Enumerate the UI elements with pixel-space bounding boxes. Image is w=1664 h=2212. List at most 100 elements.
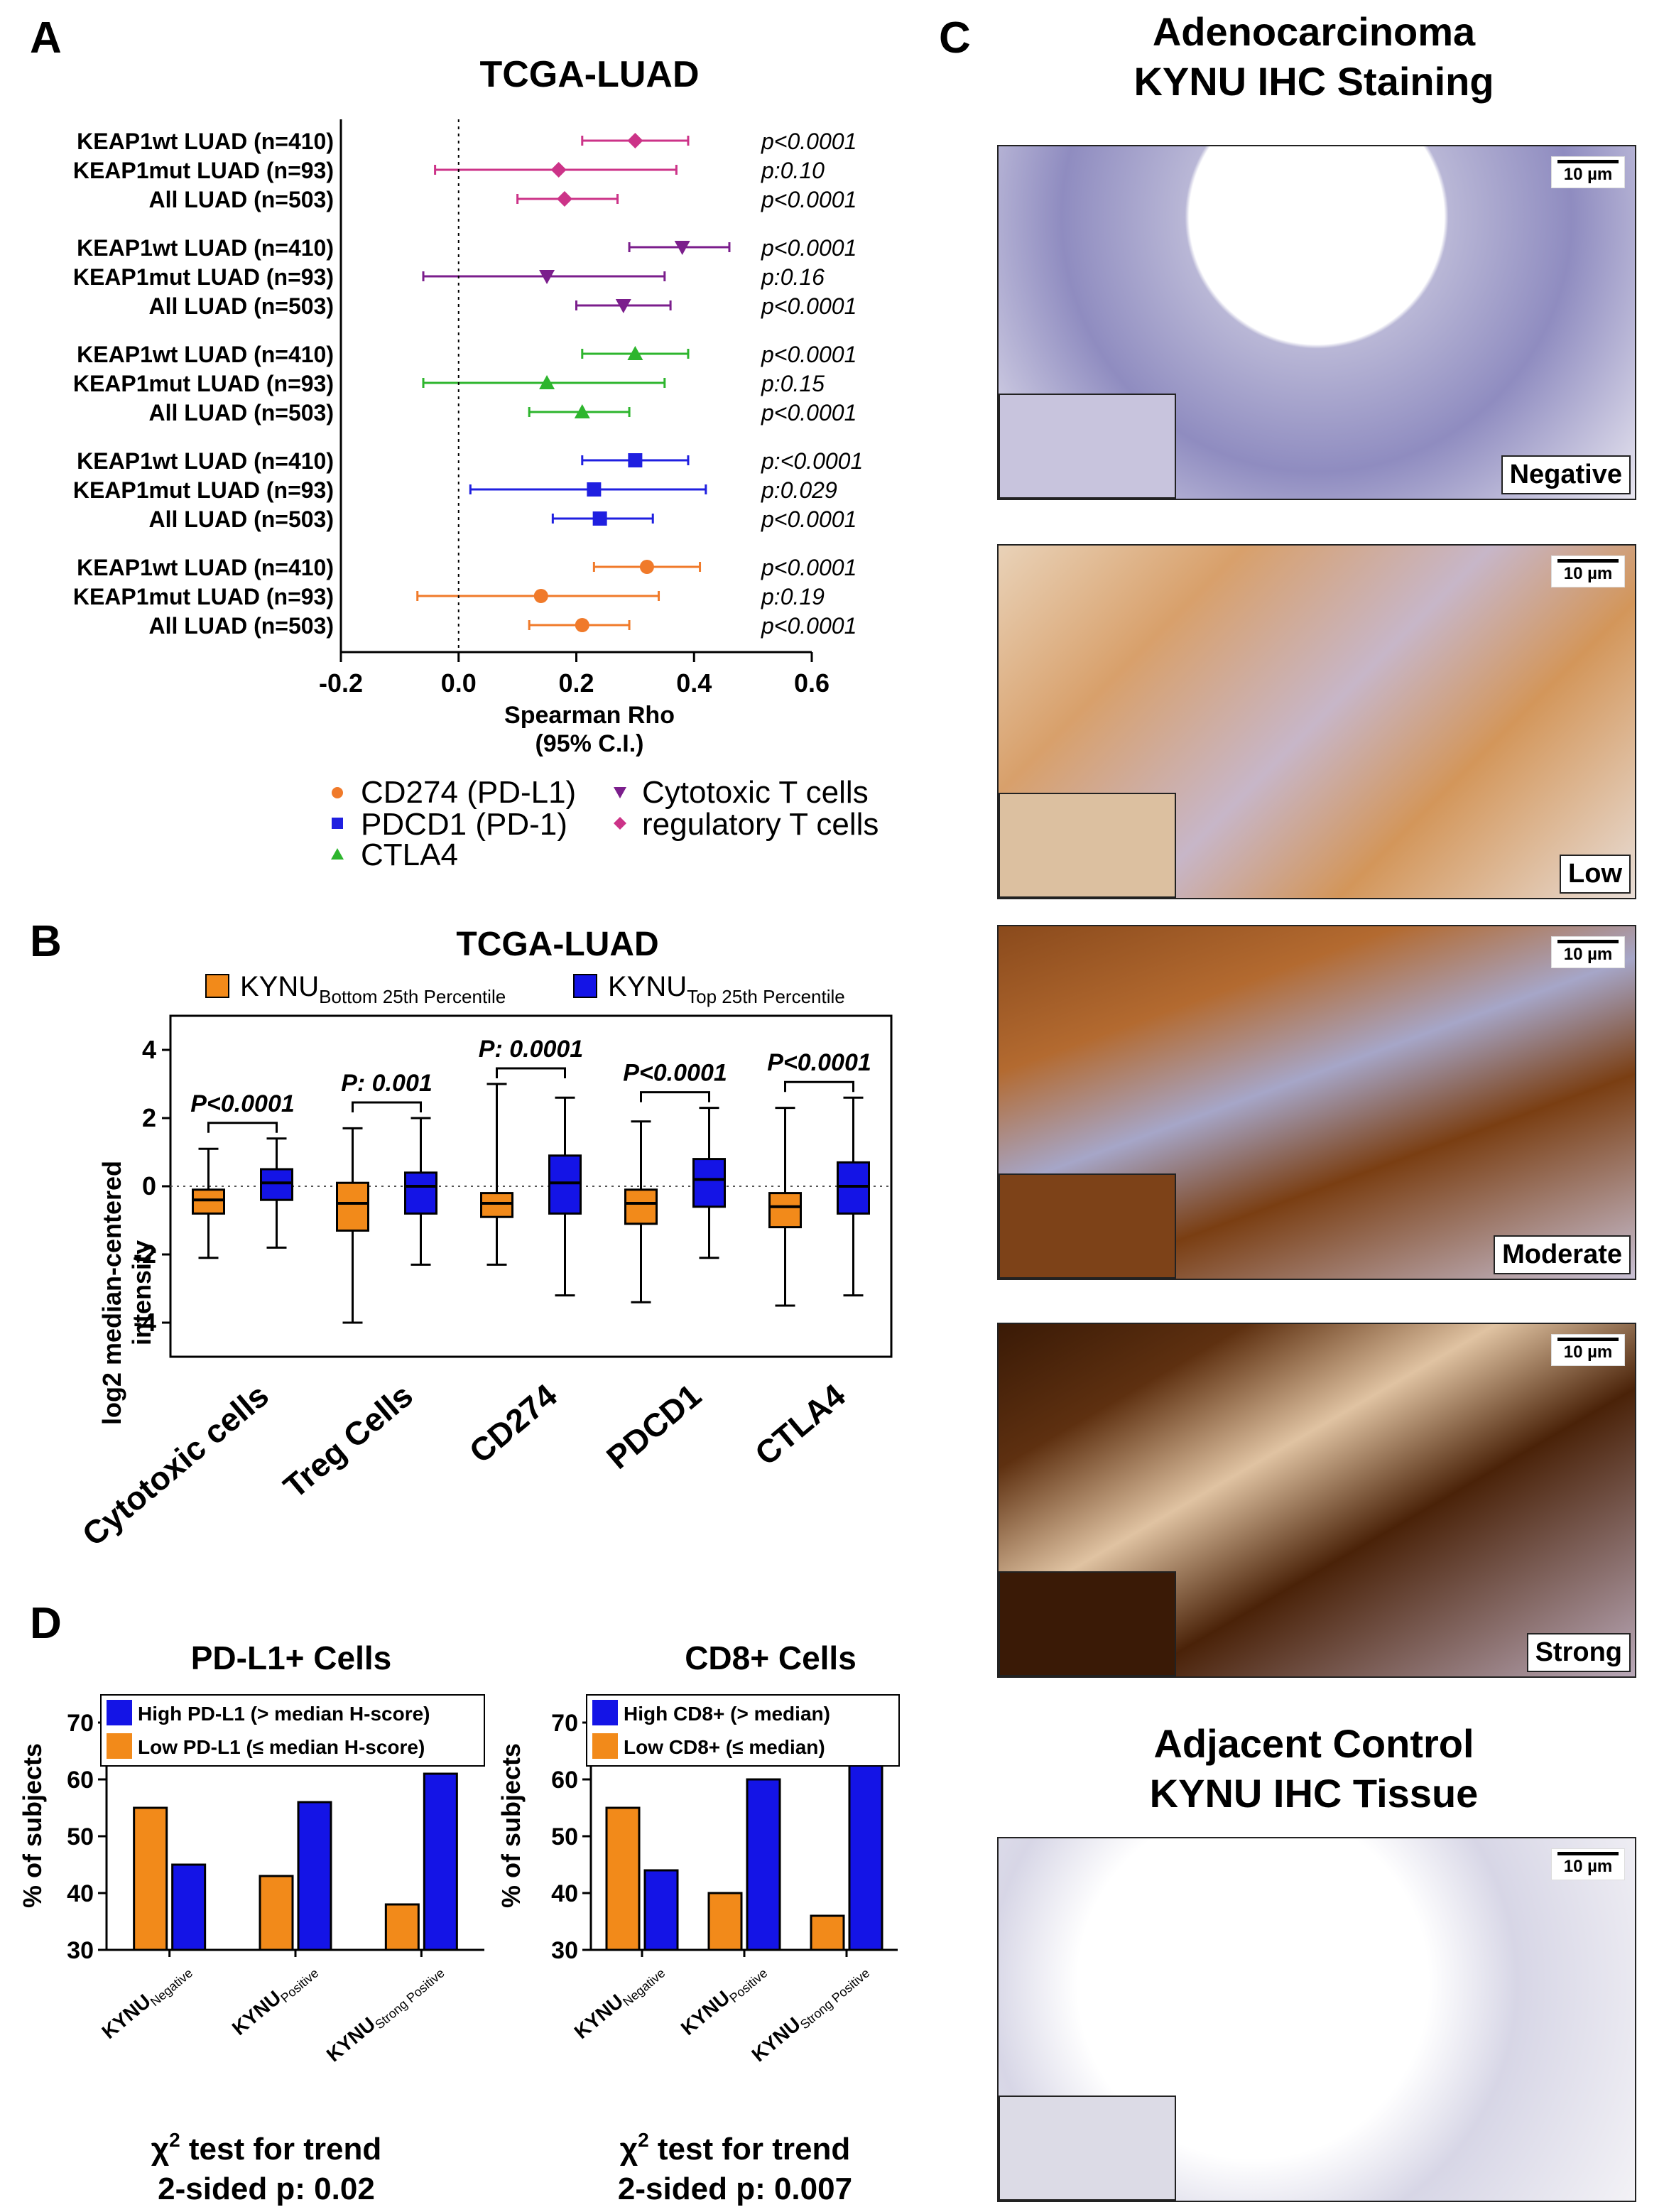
bar-category-label: KYNUNegative xyxy=(97,1958,195,2045)
ihc-label-moderate: Moderate xyxy=(1494,1235,1631,1274)
legend-treg: regulatory T cells xyxy=(642,807,879,842)
box-rect xyxy=(837,1161,870,1215)
bar-y-tick-label: 30 xyxy=(551,1937,578,1964)
forest-row-label: KEAP1wt LUAD (n=410) xyxy=(77,448,334,474)
forest-p-value: p<0.0001 xyxy=(761,342,857,367)
forest-p-value: p:0.029 xyxy=(761,477,837,503)
bar-right-ylabel: % of subjects xyxy=(496,1743,526,1908)
box-p-value: P<0.0001 xyxy=(767,1049,871,1076)
forest-point xyxy=(539,375,555,389)
box-y-tick-label: 0 xyxy=(142,1171,156,1200)
forest-row-label: KEAP1mut LUAD (n=93) xyxy=(73,371,334,396)
box-significance-bracket xyxy=(207,1122,278,1133)
forest-p-value: p:<0.0001 xyxy=(761,448,863,474)
bar-left-ylabel: % of subjects xyxy=(18,1743,47,1908)
ihc-inset xyxy=(999,394,1176,499)
bar-y-tick-label: 40 xyxy=(551,1880,578,1907)
bar-charts: PD-L1+ Cells CD8+ Cells % of subjects % … xyxy=(18,1639,900,2206)
legend-bottom-swatch xyxy=(205,974,229,998)
bar-rect xyxy=(605,1806,641,1951)
forest-p-value: p<0.0001 xyxy=(761,555,857,580)
forest-point xyxy=(550,162,567,178)
forest-point xyxy=(639,560,654,574)
bar-y-tick-label: 70 xyxy=(551,1710,578,1737)
scale-bar: 10 µm xyxy=(1551,1334,1625,1366)
forest-point xyxy=(615,299,631,313)
panel-letter-d: D xyxy=(30,1599,62,1648)
forest-row-label: KEAP1wt LUAD (n=410) xyxy=(77,129,334,154)
bar-y-tick-label: 60 xyxy=(551,1767,578,1794)
legend-top-label: KYNUTop 25th Percentile xyxy=(608,971,845,1007)
forest-p-value: p<0.0001 xyxy=(761,400,857,425)
box-rect xyxy=(624,1188,658,1225)
ihc-negative-image: 10 µm Negative xyxy=(997,145,1636,500)
forest-row-label: All LUAD (n=503) xyxy=(149,187,334,212)
box-y-tick-label: 4 xyxy=(142,1035,156,1064)
panel-letter-b: B xyxy=(30,917,62,966)
box-significance-bracket xyxy=(352,1101,422,1112)
box-rect xyxy=(404,1171,437,1215)
bar-y-tick-label: 50 xyxy=(551,1823,578,1850)
forest-x-tick-label: 0.4 xyxy=(676,668,712,698)
forest-row-label: KEAP1mut LUAD (n=93) xyxy=(73,264,334,290)
forest-p-value: p<0.0001 xyxy=(761,506,857,532)
bar-category-label: KYNUPositive xyxy=(677,1958,771,2042)
bar-rect xyxy=(259,1875,294,1951)
bar-right-legend-high-swatch xyxy=(592,1700,618,1725)
forest-point xyxy=(575,618,589,632)
bar-y-tick-label: 50 xyxy=(67,1823,94,1850)
forest-row-label: KEAP1wt LUAD (n=410) xyxy=(77,555,334,580)
forest-x-tick-label: -0.2 xyxy=(319,668,363,698)
bar-rect xyxy=(297,1801,332,1951)
forest-plot: TCGA-LUAD KEAP1wt LUAD (n=410) p<0.0001 KE… xyxy=(73,54,879,872)
forest-row-label: All LUAD (n=503) xyxy=(149,613,334,639)
box-significance-bracket xyxy=(496,1067,566,1078)
box-p-value: P: 0.001 xyxy=(341,1070,433,1097)
ihc-inset xyxy=(999,793,1176,898)
forest-legend: CD274 (PD-L1) PDCD1 (PD-1) CTLA4 Cytotox… xyxy=(331,775,879,872)
legend-top-swatch xyxy=(573,974,597,998)
ihc-label-strong: Strong xyxy=(1526,1633,1631,1672)
bar-left-legend-low-swatch xyxy=(107,1733,132,1759)
ihc-low-image: 10 µm Low xyxy=(997,544,1636,899)
bar-rect xyxy=(810,1914,845,1951)
panel-letter-a: A xyxy=(30,13,62,63)
box-rect xyxy=(692,1158,726,1208)
box-y-tick-label: 2 xyxy=(142,1103,156,1132)
bar-right-test-2: 2-sided p: 0.007 xyxy=(618,2172,852,2206)
bar-category-label: KYNUNegative xyxy=(570,1958,668,2045)
bar-right-test-1: χ2 test for trend xyxy=(620,2129,851,2167)
forest-row-label: KEAP1mut LUAD (n=93) xyxy=(73,158,334,183)
bar-left-legend-high: High PD-L1 (> median H-score) xyxy=(138,1703,430,1725)
bar-y-tick-label: 30 xyxy=(67,1937,94,1964)
forest-x-tick-label: 0.2 xyxy=(558,668,594,698)
bar-category-label: KYNUPositive xyxy=(228,1958,322,2042)
bar-right-legend xyxy=(586,1694,900,1767)
forest-point xyxy=(628,453,643,467)
forest-p-value: p<0.0001 xyxy=(761,293,857,319)
ihc-inset xyxy=(999,1571,1176,1676)
forest-p-value: p:0.15 xyxy=(761,371,825,396)
ihc-inset xyxy=(999,1173,1176,1279)
ihc-control-image: 10 µm xyxy=(997,1837,1636,2202)
forest-point xyxy=(592,511,607,526)
forest-point xyxy=(627,346,643,360)
box-p-value: P<0.0001 xyxy=(623,1060,727,1087)
forest-x-tick-label: 0.6 xyxy=(794,668,830,698)
forest-row-label: All LUAD (n=503) xyxy=(149,293,334,319)
box-plot: TCGA-LUAD KYNUBottom 25th Percentile KYN… xyxy=(75,926,893,1553)
bar-rect xyxy=(746,1778,781,1951)
ihc-moderate-image: 10 µm Moderate xyxy=(997,925,1636,1280)
bar-y-tick-label: 40 xyxy=(67,1880,94,1907)
forest-point xyxy=(556,191,572,207)
forest-point xyxy=(674,241,690,255)
legend-pdcd1: PDCD1 (PD-1) xyxy=(361,807,567,842)
box-p-value: P<0.0001 xyxy=(190,1090,295,1117)
legend-bottom-label: KYNUBottom 25th Percentile xyxy=(240,971,506,1007)
bar-rect xyxy=(171,1863,207,1951)
forest-p-value: p:0.10 xyxy=(761,158,825,183)
ihc-inset xyxy=(999,2096,1176,2201)
ihc-strong-image: 10 µm Strong xyxy=(997,1323,1636,1678)
bar-category-label: KYNUStrong Positive xyxy=(322,1958,447,2069)
forest-x-tick-label: 0.0 xyxy=(441,668,477,698)
